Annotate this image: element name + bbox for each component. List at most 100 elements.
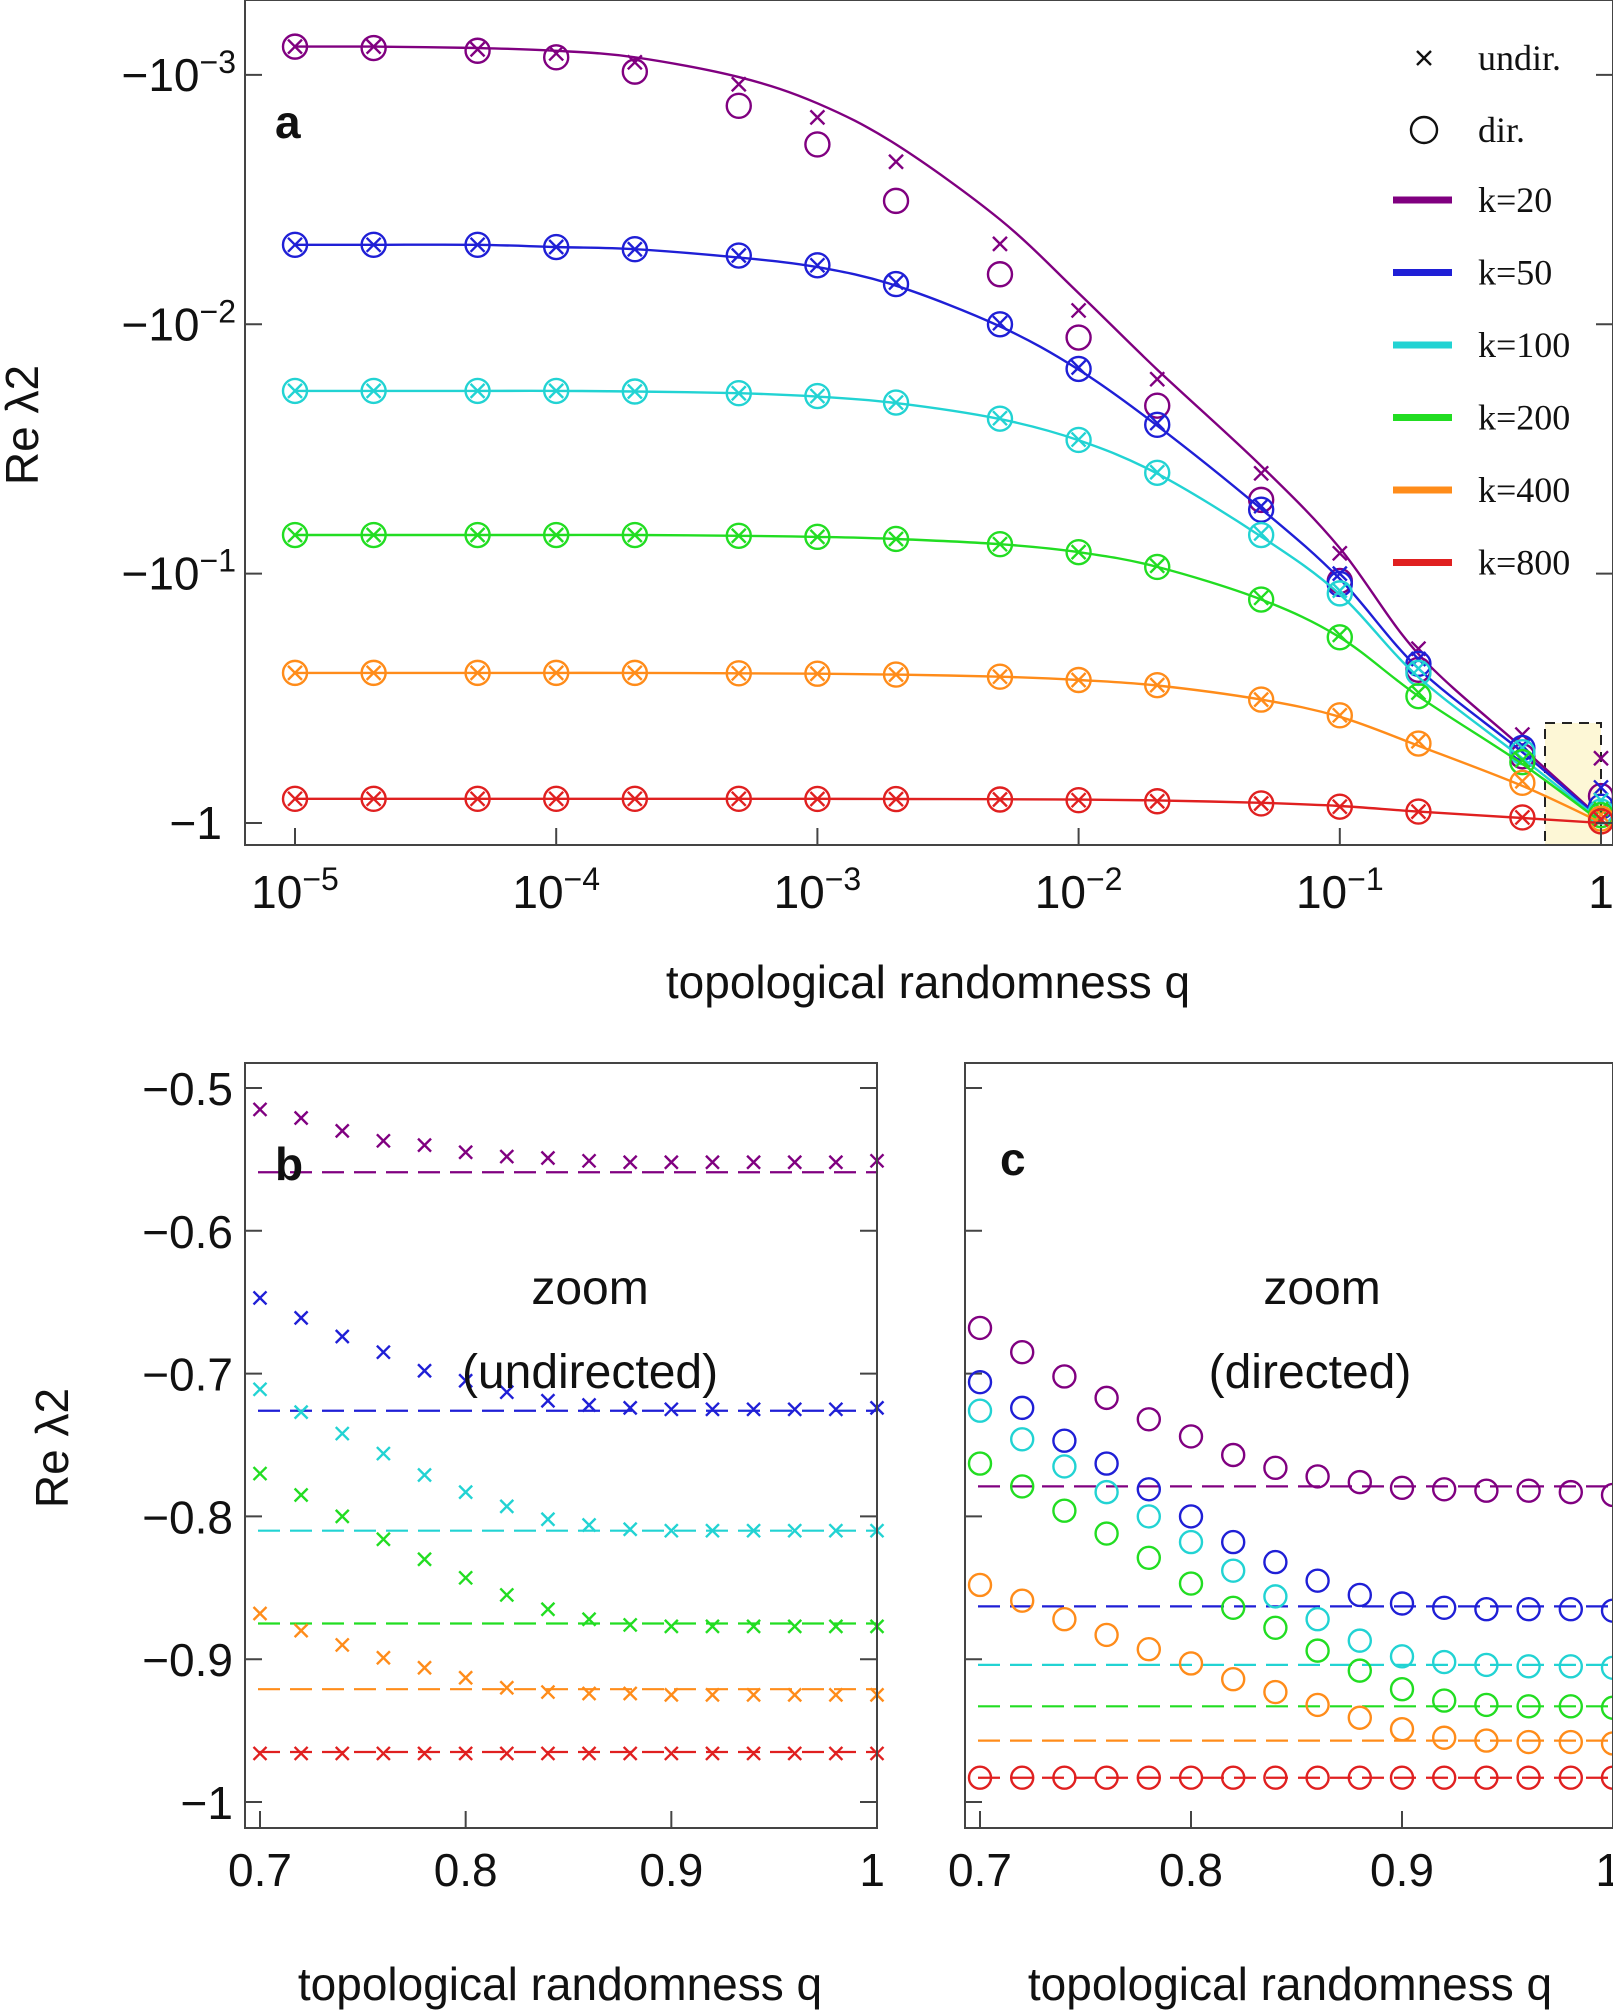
point-k=100 xyxy=(622,1521,638,1537)
panel-b-frame xyxy=(244,1062,878,1829)
dir-point-k=800 xyxy=(1247,790,1275,817)
undir-point-k=800 xyxy=(1410,803,1427,820)
fit-line-k=200 xyxy=(295,533,1602,823)
dir-point-k=100 xyxy=(464,377,491,405)
point-k=50-stroke2 xyxy=(540,1393,556,1409)
dir-point-k=800 xyxy=(543,785,570,813)
undir-point-k=50-stroke2 xyxy=(1149,415,1166,431)
y-tick-label: −10−1 xyxy=(121,543,236,600)
undir-point-k=50 xyxy=(992,315,1008,332)
undir-point-k=20-stroke2 xyxy=(626,54,643,71)
point-k=800 xyxy=(1600,1765,1613,1790)
point-k=800-stroke2 xyxy=(787,1746,803,1761)
dir-point-k=400 xyxy=(543,659,570,687)
point-k=400 xyxy=(458,1670,474,1686)
undir-point-k=400 xyxy=(992,668,1008,685)
legend-label-k=400: k=400 xyxy=(1478,470,1570,510)
point-k=50-stroke2 xyxy=(334,1329,350,1344)
dir-point-k=800 xyxy=(1509,804,1536,831)
undir-point-k=100 xyxy=(1410,660,1427,677)
point-k=100 xyxy=(376,1446,391,1461)
point-k=800 xyxy=(622,1746,638,1761)
undir-point-k=100-stroke2 xyxy=(1149,464,1166,481)
point-k=20-stroke2 xyxy=(417,1137,432,1153)
y-tick-label-exponent: −2 xyxy=(200,293,236,329)
series-k=400 xyxy=(967,1572,1613,1756)
dir-point-k=100 xyxy=(360,377,387,405)
panel-a-y-ticks: −10−3−10−2−10−1−1 xyxy=(121,44,1613,849)
dir-point-k=20 xyxy=(281,33,309,60)
point-k=800-stroke2 xyxy=(705,1746,720,1761)
point-k=800 xyxy=(828,1746,844,1761)
legend-label-k=200: k=200 xyxy=(1478,398,1570,438)
undir-point-k=800-stroke2 xyxy=(1593,811,1609,828)
dir-point-k=20 xyxy=(621,58,649,85)
dir-point-k=200 xyxy=(281,521,309,549)
point-k=50 xyxy=(1600,1598,1613,1623)
y-tick-label: −0.5 xyxy=(142,1063,233,1115)
point-k=100 xyxy=(1431,1649,1457,1675)
point-k=800 xyxy=(1178,1765,1204,1790)
panel-b: b zoom (undirected) −0.5 −0.6 −0.7 −0.8 −0.9… xyxy=(26,1062,982,2010)
dir-point-k=200 xyxy=(1065,538,1092,566)
point-k=200 xyxy=(1474,1692,1499,1718)
point-k=50 xyxy=(1389,1591,1415,1616)
point-k=200 xyxy=(1052,1498,1077,1523)
point-k=800-stroke2 xyxy=(540,1746,556,1761)
undir-point-k=20-stroke2 xyxy=(287,38,303,55)
point-k=100 xyxy=(1094,1479,1119,1505)
point-k=800-stroke2 xyxy=(622,1746,638,1761)
x-tick-label-exponent: −3 xyxy=(825,861,861,897)
point-k=400 xyxy=(252,1606,268,1621)
panel-b-y-axis-title: Re λ2 xyxy=(26,1388,78,1508)
point-k=100 xyxy=(1558,1654,1584,1679)
x-tick-label-base: 1 xyxy=(1588,866,1613,918)
point-k=800 xyxy=(1431,1765,1457,1790)
point-k=20 xyxy=(1558,1479,1584,1505)
dir-point-k=400 xyxy=(1247,686,1275,713)
point-k=200 xyxy=(417,1551,432,1567)
point-k=200 xyxy=(1305,1638,1330,1663)
y-tick-label-exponent: −1 xyxy=(200,543,236,579)
undir-point-k=400-stroke2 xyxy=(1070,672,1087,688)
dir-point-k=800 xyxy=(621,785,649,813)
undir-point-k=200 xyxy=(1514,752,1531,769)
undir-point-k=100 xyxy=(626,383,643,400)
undir-point-k=50 xyxy=(1253,498,1270,514)
undir-point-k=800-stroke2 xyxy=(548,790,565,807)
undir-point-k=100-stroke2 xyxy=(548,383,565,399)
point-k=800-stroke2 xyxy=(293,1746,309,1761)
point-k=20 xyxy=(499,1149,515,1164)
x-tick-label: 1 xyxy=(859,1844,885,1896)
undir-point-k=800 xyxy=(1514,809,1531,826)
panel-b-x-ticks: 0.7 0.8 0.9 1 xyxy=(228,1811,885,1896)
undir-point-k=400 xyxy=(1149,677,1166,693)
point-k=800-stroke2 xyxy=(581,1746,597,1761)
point-k=200-stroke2 xyxy=(663,1619,679,1634)
point-k=100-stroke2 xyxy=(622,1521,638,1537)
point-k=20-stroke2 xyxy=(746,1154,761,1170)
undir-point-k=200-stroke2 xyxy=(809,529,826,545)
undir-point-k=400-stroke2 xyxy=(1410,733,1427,750)
point-k=800 xyxy=(663,1746,679,1761)
dir-point-k=800 xyxy=(360,785,387,813)
point-k=400 xyxy=(334,1637,350,1653)
dir-point-k=20 xyxy=(1065,324,1092,351)
undir-point-k=800-stroke2 xyxy=(626,790,643,807)
point-k=100 xyxy=(293,1404,309,1420)
y-tick-label: −0.8 xyxy=(142,1491,233,1543)
point-k=50 xyxy=(828,1401,844,1417)
point-k=100 xyxy=(581,1517,597,1533)
undir-point-k=20 xyxy=(809,109,826,126)
point-k=400 xyxy=(1431,1725,1457,1750)
point-k=800 xyxy=(252,1746,268,1761)
dir-point-k=100 xyxy=(986,405,1014,432)
dir-point-k=20 xyxy=(464,37,491,64)
point-k=200-stroke2 xyxy=(746,1619,761,1634)
undir-point-k=400 xyxy=(1253,691,1270,708)
undir-point-k=50-stroke2 xyxy=(730,247,747,264)
undir-point-k=400 xyxy=(365,665,382,681)
point-k=20 xyxy=(1010,1339,1035,1365)
x-tick-label: 0.7 xyxy=(228,1844,292,1896)
fit-line-k=20 xyxy=(294,45,1602,820)
